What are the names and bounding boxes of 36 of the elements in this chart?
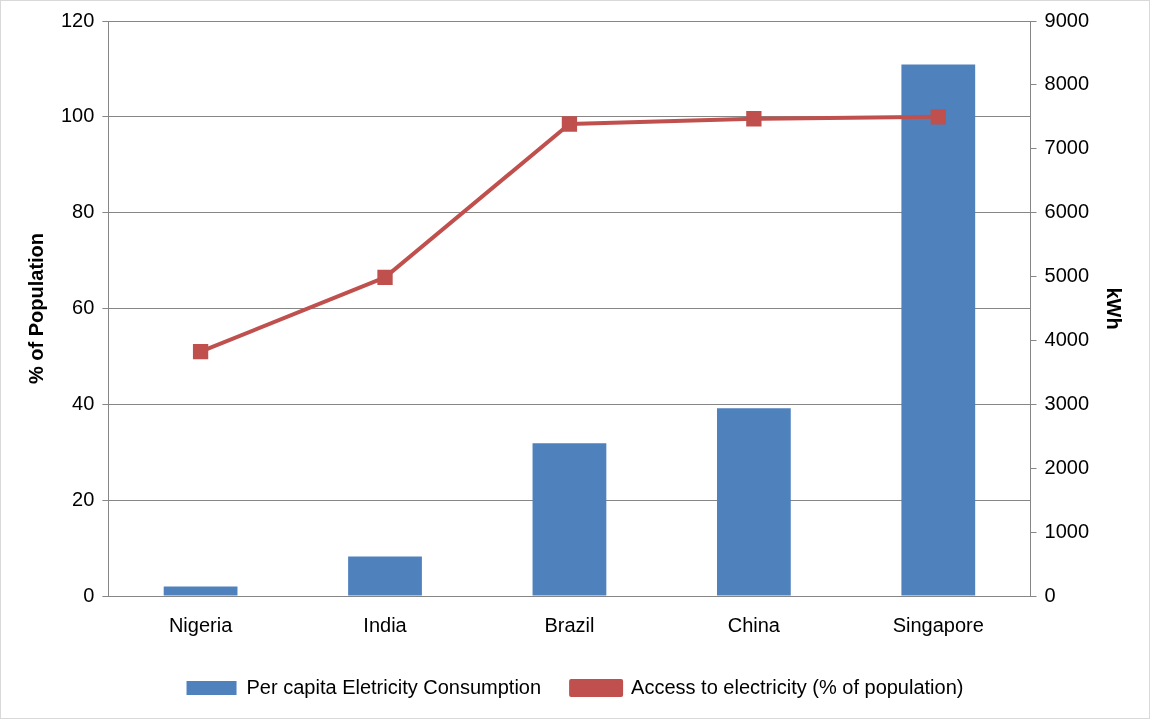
x-tick-label: Nigeria (168, 613, 234, 636)
x-tick-label: India (363, 613, 408, 636)
y2-axis-title: kWh (1103, 287, 1126, 330)
y-tick-label: 0 (83, 583, 95, 606)
y2-tick-label: 9000 (1044, 8, 1090, 31)
y2-tick-label: 1000 (1044, 519, 1090, 542)
y-tick-label: 80 (72, 200, 95, 223)
y-tick-label: 40 (72, 391, 95, 414)
bar (532, 443, 607, 596)
y2-tick-label: 0 (1044, 583, 1056, 606)
y-axis-title: % of Population (24, 232, 47, 385)
y2-tick-label: 5000 (1044, 264, 1090, 287)
y2-tick-label: 8000 (1044, 72, 1090, 95)
bar (163, 586, 238, 596)
y-tick-label: 120 (60, 8, 95, 31)
point (561, 116, 578, 132)
legend-label: Access to electricity (% of population) (631, 675, 964, 698)
y2-tick-label: 2000 (1044, 455, 1090, 478)
x-tick-label: Singapore (892, 613, 984, 636)
point (192, 343, 209, 360)
y2-tick-label: 4000 (1044, 327, 1090, 350)
legend-label: Per capita Eletricity Consumption (246, 675, 542, 698)
point (746, 111, 762, 127)
point (377, 269, 393, 286)
y-tick-label: 20 (72, 487, 95, 510)
y-tick-label: 100 (60, 104, 95, 127)
bar (348, 556, 422, 596)
x-tick-label: China (727, 613, 781, 636)
bar (901, 64, 976, 596)
y2-tick-label: 6000 (1044, 200, 1090, 223)
y-tick-label: 60 (72, 296, 95, 319)
y2-tick-label: 7000 (1044, 136, 1090, 159)
y2-tick-label: 3000 (1044, 391, 1090, 414)
bar (716, 408, 791, 596)
point (930, 109, 946, 125)
x-tick-label: Brazil (544, 613, 595, 636)
